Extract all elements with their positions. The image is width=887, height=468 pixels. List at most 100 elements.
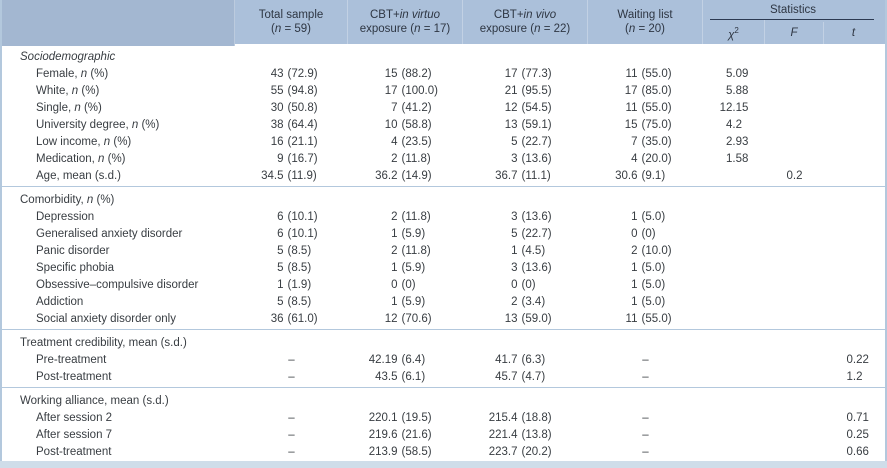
header-cbt-vivo-line1: CBT+in vivo (493, 9, 557, 22)
cell-total-sample: 16 (21.1) (270, 135, 318, 148)
cell-waiting-list: – (642, 411, 649, 424)
header-total-sample: Total sample (n = 59) (235, 0, 348, 46)
cell-cbt-vivo: 21 (95.5) (504, 84, 552, 97)
table-row: Post-treatment – 43.5 (6.1) 45.7 (4.7) – 1. 2 (2, 368, 885, 385)
cell-cbt-virtuo: 0 (0) (391, 278, 416, 291)
cell-cbt-vivo: 41.7 (6.3) (495, 353, 546, 366)
cell-waiting-list: 11 (55.0) (625, 67, 672, 80)
cell-chi-square: 5. 88 (725, 84, 749, 97)
row-label: Post-treatment (36, 445, 112, 458)
cell-cbt-virtuo: 220.1 (19.5) (368, 411, 432, 424)
row-label: After session 7 (36, 428, 113, 441)
cell-waiting-list: 15 (75.0) (624, 118, 672, 131)
cell-total-sample: – (288, 445, 295, 458)
cell-total-sample: 55 (94.8) (270, 84, 318, 97)
header-waiting-list-line2: (n = 20) (625, 22, 665, 35)
cell-cbt-virtuo: 43.5 (6.1) (375, 370, 426, 383)
cell-waiting-list: 1 (5.0) (631, 210, 666, 223)
table-row: Specific phobia 5 (8.5) 1 (5.9) 3 (13.6) 1 (5.0) (2, 259, 885, 276)
table-row: White, n (%) 55 (94.8) 17 (100.0) 21 (95.5) 17(… (2, 82, 885, 99)
cell-waiting-list: – (642, 353, 649, 366)
cell-waiting-list: 1 (5.0) (631, 278, 666, 291)
cell-t-stat: 0. 25 (846, 428, 869, 441)
cell-cbt-vivo: 45.7 (4.7) (495, 370, 546, 383)
cell-waiting-list: 11 (55.0) (625, 312, 672, 325)
cell-cbt-vivo: 223.7 (20.2) (488, 445, 552, 458)
statistics-underline (710, 19, 874, 20)
cell-t-stat: 0. 22 (846, 353, 869, 366)
cell-total-sample: 43 (72.9) (270, 67, 318, 80)
cell-total-sample: 36 (61.0) (270, 312, 318, 325)
cell-cbt-vivo: 36.7 (11.1) (495, 169, 551, 182)
header-cbt-vivo-line2: exposure (n = 22) (479, 22, 571, 35)
cell-cbt-virtuo: 12 (70.6) (384, 312, 432, 325)
cell-total-sample: 38 (64.4) (270, 118, 318, 131)
section-header-label: Sociodemographic (20, 50, 116, 63)
cell-total-sample: 5 (8.5) (277, 261, 312, 274)
cell-cbt-vivo: 221.4 (13.8) (488, 428, 552, 441)
cell-cbt-virtuo: 15 (88.2) (384, 67, 432, 80)
table-bottom-strip (0, 461, 887, 468)
cell-waiting-list: 11 (55.0) (625, 101, 672, 114)
row-label: White, n (%) (36, 84, 100, 97)
section-header-row: Sociodemographic (2, 48, 885, 65)
cell-cbt-virtuo: 4 (23.5) (391, 135, 432, 148)
cell-total-sample: 5 (8.5) (277, 295, 312, 308)
cell-total-sample: 9 (16.7) (277, 152, 318, 165)
cell-chi-square: 4.2 (725, 118, 742, 131)
table-row: Depression 6 (10.1) 2 (11.8) 3 (13.6) 1 (5.0) (2, 208, 885, 225)
row-label: Post-treatment (36, 370, 112, 383)
cell-cbt-virtuo: 1 (5.9) (391, 261, 426, 274)
cell-waiting-list: – (642, 370, 649, 383)
header-waiting-list: Waiting list (n = 20) (588, 0, 703, 46)
table-row: Single, n (%) 30 (50.8) 7 (41.2) 12 (54.5) 11 (5… (2, 99, 885, 116)
header-cbt-virtuo: CBT+in virtuo exposure (n = 17) (348, 0, 463, 46)
cell-cbt-virtuo: 36.2 (14.9) (375, 169, 432, 182)
row-label: After session 2 (36, 411, 113, 424)
row-label: Medication, n (%) (36, 152, 126, 165)
table-body: Sociodemographic Female, n (%) 43 (72.9) 15(… (2, 44, 885, 462)
table-row: Low income, n (%) 16 (21.1) 4 (23.5) 5 (22.7) 7… (2, 133, 885, 150)
row-label: Female, n (%) (36, 67, 109, 80)
table-row: Generalised anxiety disorder 6 (10.1) 1 (5.9… (2, 225, 885, 242)
cell-cbt-vivo: 215.4 (18.8) (488, 411, 552, 424)
header-row-label-column (2, 0, 235, 46)
section-header-row: Comorbidity, n (%) (2, 191, 885, 208)
header-cbt-virtuo-line1: CBT+in virtuo (370, 9, 440, 22)
section-header-label: Comorbidity, n (%) (20, 193, 115, 206)
header-t-stat: t (851, 26, 856, 39)
row-label: Addiction (36, 295, 84, 308)
cell-waiting-list: – (642, 428, 649, 441)
row-label: University degree, n (%) (36, 118, 160, 131)
cell-total-sample: – (288, 353, 295, 366)
cell-chi-square: 2. 93 (725, 135, 749, 148)
cell-cbt-virtuo: 1 (5.9) (391, 295, 426, 308)
table-row: University degree, n (%) 38 (64.4) 10 (58.8)… (2, 116, 885, 133)
header-statistics-group: Statistics χ2 F t (703, 0, 883, 46)
row-label: Social anxiety disorder only (36, 312, 176, 325)
cell-chi-square: 12. 15 (719, 101, 749, 114)
statistics-subcolumns: χ2 F t (703, 20, 883, 46)
table-row: Obsessive–compulsive disorder 1 (1.9) 0 (0) 0… (2, 276, 885, 293)
cell-cbt-vivo: 5 (22.7) (511, 227, 552, 240)
row-label: Pre-treatment (36, 353, 107, 366)
cell-total-sample: 30 (50.8) (270, 101, 318, 114)
header-total-sample-line2: (n = 59) (271, 22, 311, 35)
cell-waiting-list: 1 (5.0) (631, 295, 666, 308)
cell-waiting-list: 7 (35.0) (631, 135, 672, 148)
cell-cbt-vivo: 13 (59.0) (504, 312, 552, 325)
section-header-row: Working alliance, mean (s.d.) (2, 392, 885, 409)
row-label: Specific phobia (36, 261, 114, 274)
table-row: Addiction 5 (8.5) 1 (5.9) 2 (3.4) 1 (5.0) (2, 293, 885, 310)
table-row: Social anxiety disorder only 36 (61.0) 12 (7… (2, 310, 885, 327)
table-row: Pre-treatment – 42.19 (6.4) 41.7 (6.3) – 0. 22 (2, 351, 885, 368)
cell-cbt-vivo: 12 (54.5) (504, 101, 552, 114)
row-label: Depression (36, 210, 95, 223)
section-header-label: Treatment credibility, mean (s.d.) (20, 336, 187, 349)
cell-chi-square: 1. 58 (725, 152, 749, 165)
cell-total-sample: 1 (1.9) (277, 278, 312, 291)
table-section: Sociodemographic Female, n (%) 43 (72.9) 15(… (2, 44, 885, 186)
table-row: Medication, n (%) 9 (16.7) 2 (11.8) 3 (13.6) 4(… (2, 150, 885, 167)
cell-cbt-virtuo: 10 (58.8) (384, 118, 432, 131)
table-row: After session 7 – 219.6 (21.6) 221.4 (13.8) – 0… (2, 426, 885, 443)
